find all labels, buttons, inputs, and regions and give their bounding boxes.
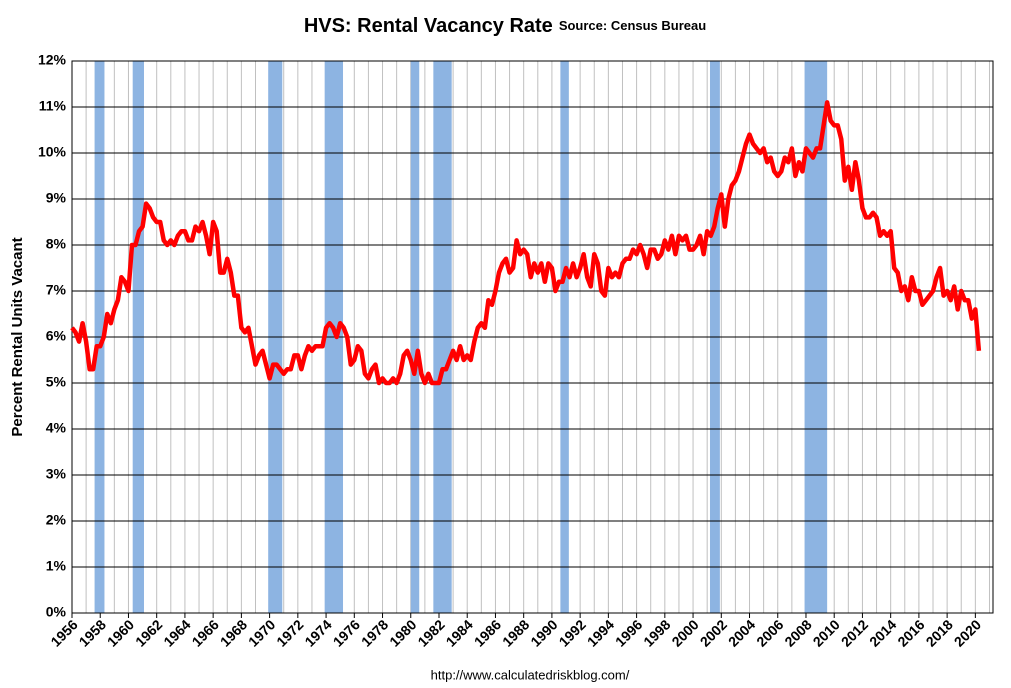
y-tick-label: 3% xyxy=(46,466,67,482)
y-tick-label: 10% xyxy=(38,144,67,160)
data-line xyxy=(70,100,982,386)
y-axis-label: Percent Rental Units Vacant xyxy=(9,237,26,436)
chart-title: HVS: Rental Vacancy Rate Source: Census B… xyxy=(304,15,706,37)
plot-frame xyxy=(71,60,994,614)
y-tick-label: 0% xyxy=(46,604,67,620)
y-tick-label: 12% xyxy=(38,52,67,68)
y-tick-label: 5% xyxy=(46,374,67,390)
footer: http://www.calculatedriskblog.com/ xyxy=(431,667,630,682)
y-tick-label: 7% xyxy=(46,282,67,298)
y-tick-label: 8% xyxy=(46,236,67,252)
y-tick-label: 9% xyxy=(46,190,67,206)
y-tick-label: 1% xyxy=(46,558,67,574)
y-tick-label: 4% xyxy=(46,420,67,436)
subtitle: Source: Census Bureau xyxy=(559,18,706,33)
title: HVS: Rental Vacancy Rate xyxy=(304,15,553,37)
y-tick-label: 2% xyxy=(46,512,67,528)
y-tick-label: 11% xyxy=(39,98,67,114)
y-tick-label: 6% xyxy=(46,328,67,344)
